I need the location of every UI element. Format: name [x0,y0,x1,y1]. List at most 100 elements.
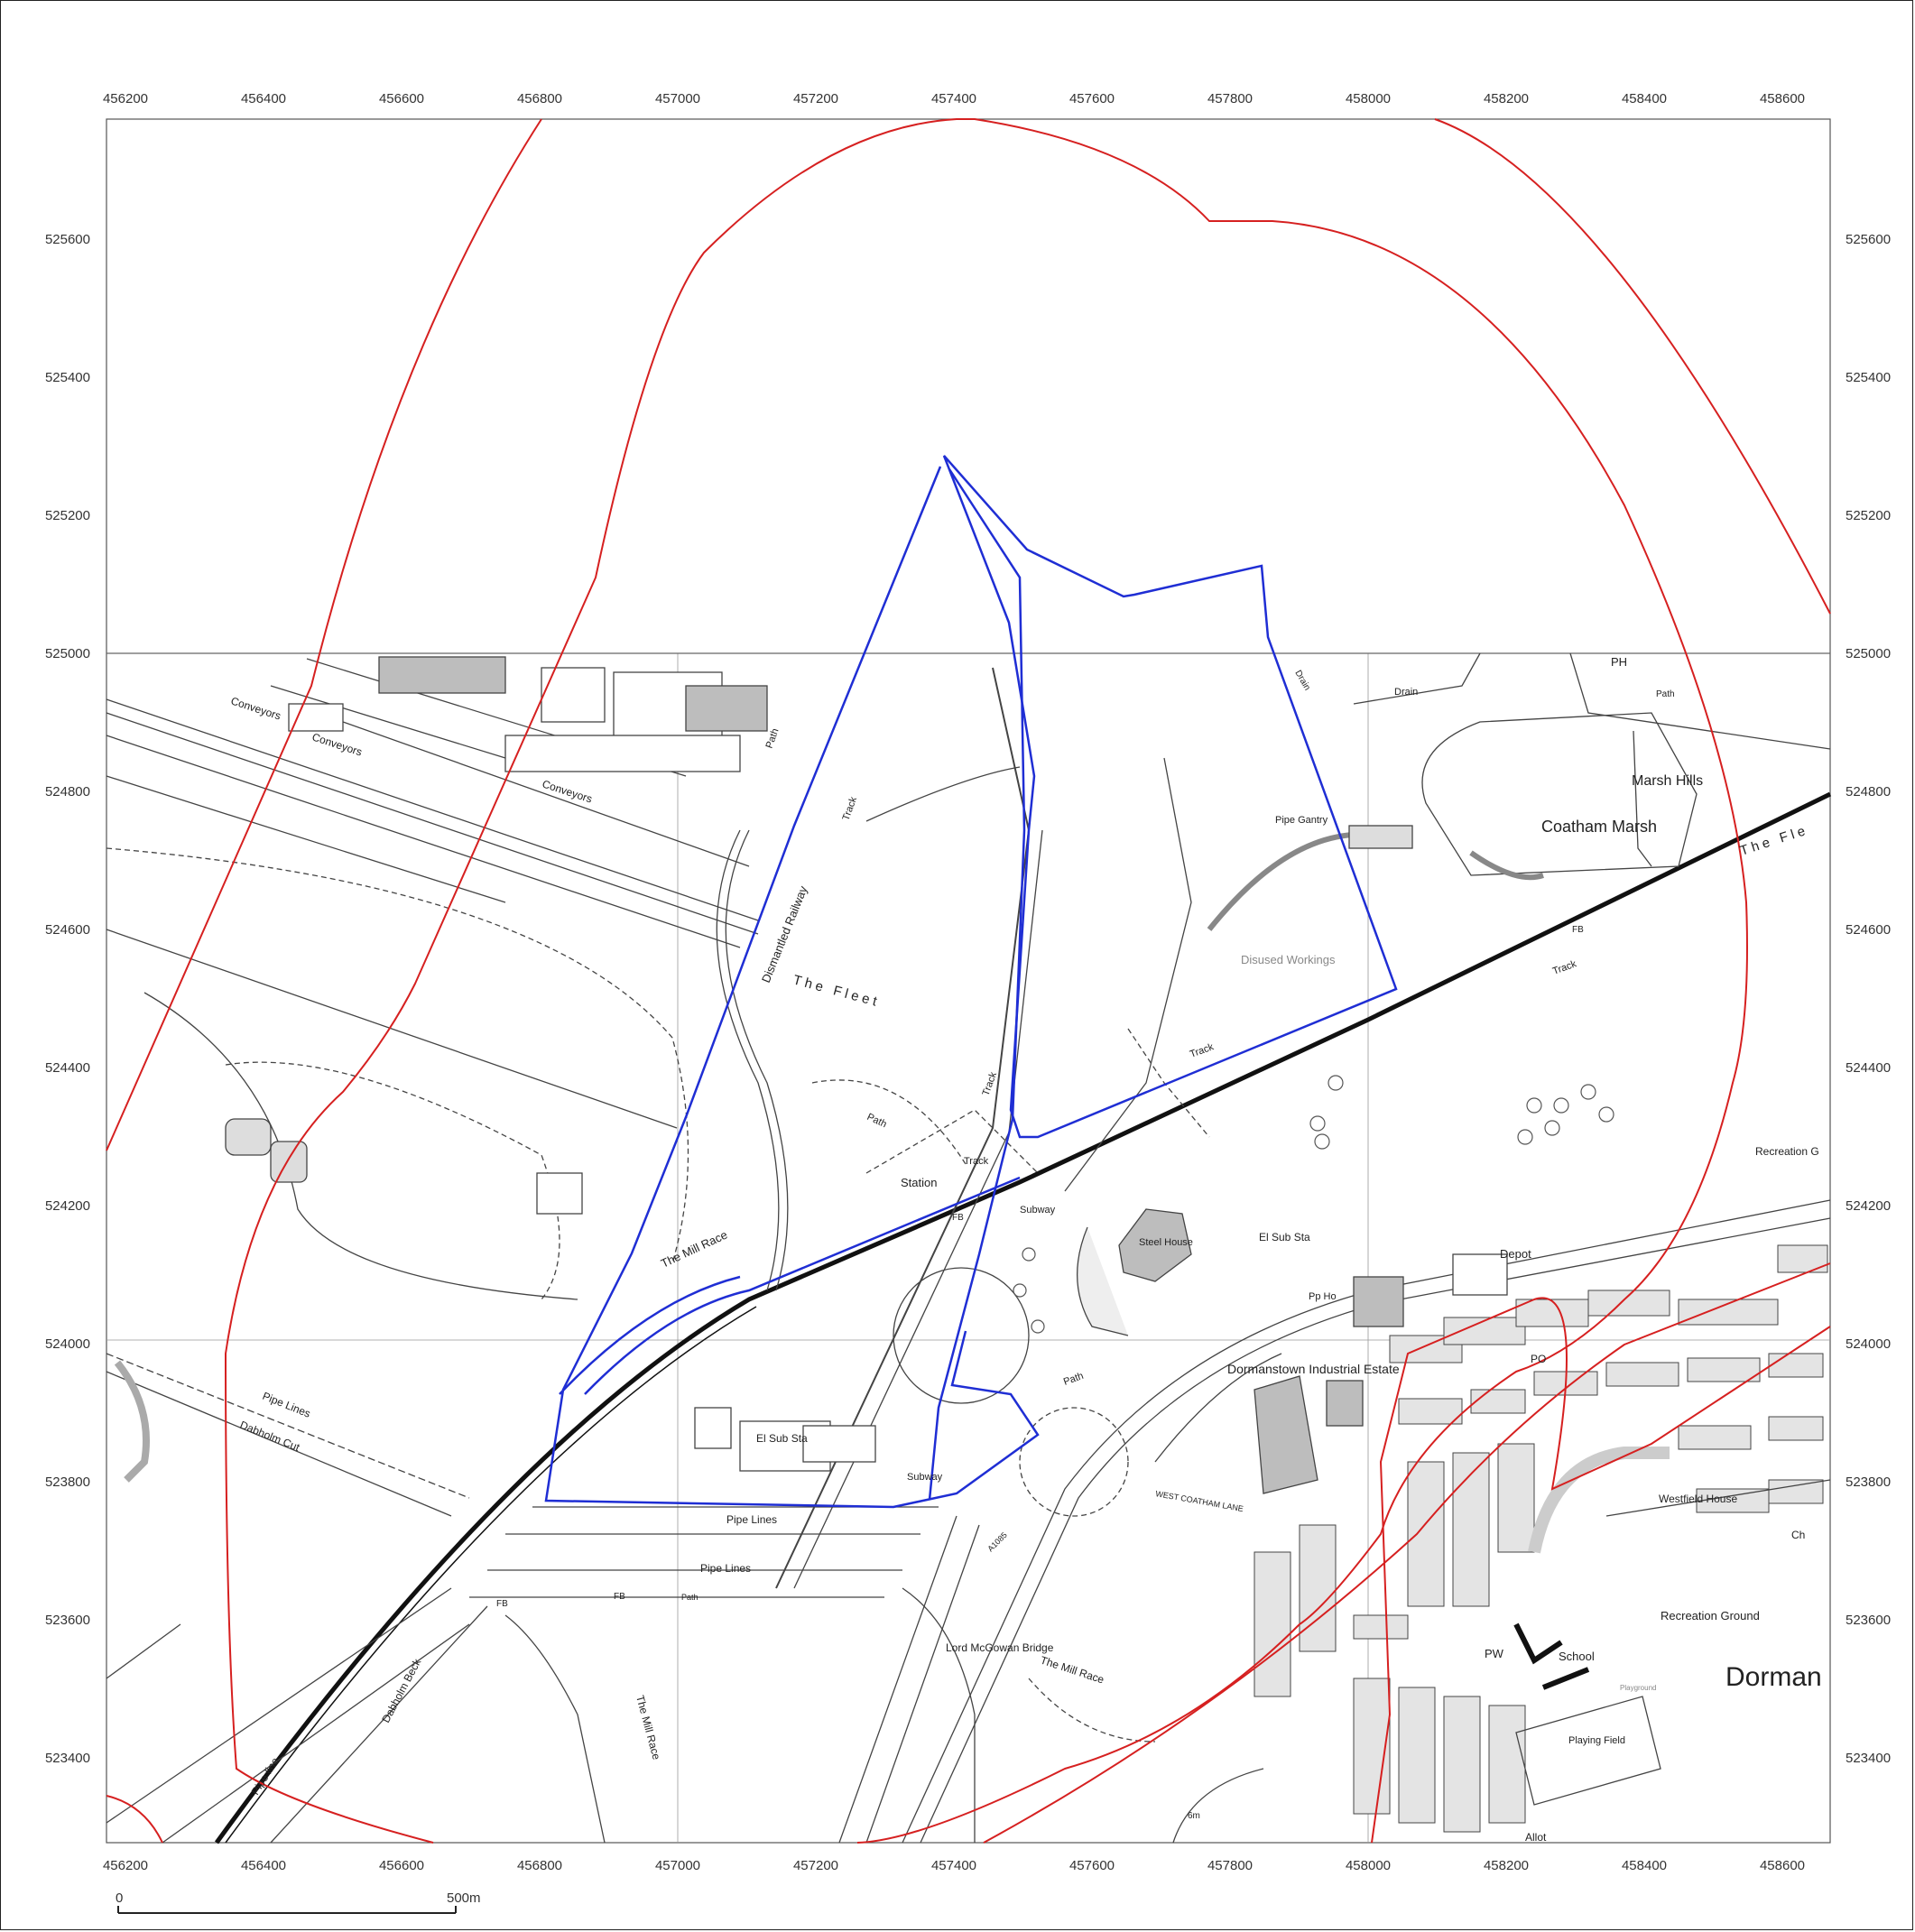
label-track-5: Track [964,1156,989,1167]
easting-label-bottom: 457600 [1069,1858,1115,1873]
label-marsh-hills: Marsh Hills [1632,773,1703,789]
northing-label-left: 524400 [45,1060,90,1076]
northing-label-right: 525600 [1846,232,1891,247]
easting-label-bottom: 458600 [1760,1858,1805,1873]
label-fb-2: FB [952,1213,964,1223]
northing-label-left: 524800 [45,784,90,800]
easting-label-bottom: 458000 [1346,1858,1391,1873]
northing-label-right: 525200 [1846,508,1891,523]
label-subway-1: Subway [1020,1205,1056,1216]
label-el-sub-sta-2: El Sub Sta [756,1432,808,1445]
grid-lines [106,653,1830,1843]
scale-bar-start: 0 [116,1890,123,1906]
easting-label-top: 457400 [931,91,976,106]
label-lord-mcgowan-bridge: Lord McGowan Bridge [946,1641,1054,1654]
northing-label-right: 524000 [1846,1336,1891,1352]
label-drain-2: Drain [1394,687,1418,698]
label-pw: PW [1485,1647,1504,1660]
scale-bar-end: 500m [447,1890,481,1906]
easting-label-top: 456600 [379,91,424,106]
northings-right: 525600 525400 525200 525000 524800 524600 5244… [1846,232,1891,1766]
northing-label-right: 524600 [1846,922,1891,938]
northing-label-right: 523600 [1846,1613,1891,1628]
easting-label-bottom: 456800 [517,1858,562,1873]
label-subway-2: Subway [907,1472,943,1483]
label-station: Station [901,1176,937,1189]
label-allot: Allot [1525,1831,1547,1844]
easting-label-bottom: 457400 [931,1858,976,1873]
label-playground: Playground [1620,1684,1656,1692]
label-recreation-1: Recreation G [1755,1145,1819,1158]
label-el-sub-sta-1: El Sub Sta [1259,1231,1310,1243]
label-ph: PH [1611,655,1627,669]
easting-label-bottom: 458200 [1484,1858,1529,1873]
easting-label-bottom: 456400 [241,1858,286,1873]
easting-label-top: 457600 [1069,91,1115,106]
label-pipe-gantry: Pipe Gantry [1275,815,1328,826]
label-coatham-marsh: Coatham Marsh [1541,818,1657,836]
easting-label-bottom: 456600 [379,1858,424,1873]
northing-label-left: 525000 [45,646,90,661]
label-6m: 6m [1188,1811,1200,1821]
label-recreation-ground: Recreation Ground [1661,1609,1760,1622]
easting-label-top: 457200 [793,91,838,106]
northing-label-left: 524600 [45,922,90,938]
label-dormanstown-industrial-estate: Dormanstown Industrial Estate [1227,1362,1400,1376]
label-playing-field: Playing Field [1568,1735,1625,1746]
northing-label-left: 523600 [45,1613,90,1628]
easting-label-top: 456800 [517,91,562,106]
easting-label-top: 457800 [1207,91,1253,106]
label-path-2: Path [1656,689,1675,699]
northing-label-left: 523800 [45,1474,90,1490]
northing-label-left: 524200 [45,1198,90,1214]
easting-label-bottom: 456200 [103,1858,148,1873]
northing-label-right: 524400 [1846,1060,1891,1076]
easting-label-top: 458000 [1346,91,1391,106]
northing-label-right: 523400 [1846,1751,1891,1766]
label-fb-4: FB [496,1599,508,1609]
northings-left: 525600 525400 525200 525000 524800 524600 5244… [45,232,90,1766]
label-fb-1: FB [1572,925,1584,935]
easting-label-bottom: 457000 [655,1858,700,1873]
northing-label-left: 523400 [45,1751,90,1766]
label-po: PO [1531,1353,1546,1365]
easting-label-bottom: 457800 [1207,1858,1253,1873]
northing-label-right: 525000 [1846,646,1891,661]
label-pipe-lines-2: Pipe Lines [726,1513,777,1526]
northing-label-right: 524200 [1846,1198,1891,1214]
northing-label-right: 524800 [1846,784,1891,800]
eastings-bottom: 456200 456400 456600 456800 457000 457200 4574… [103,1858,1805,1873]
label-school: School [1559,1650,1595,1663]
base-map-detail [106,652,1832,1844]
northing-label-left: 524000 [45,1336,90,1352]
buffer-lines [106,118,1831,1844]
label-dormanstown: Dorman [1725,1662,1822,1692]
label-path-5: Path [681,1593,698,1602]
northing-label-left: 525200 [45,508,90,523]
label-westfield-house: Westfield House [1659,1493,1737,1505]
easting-label-top: 456400 [241,91,286,106]
label-pipe-lines-3: Pipe Lines [700,1562,751,1575]
easting-label-bottom: 457200 [793,1858,838,1873]
northing-label-left: 525600 [45,232,90,247]
label-pp-ho: Pp Ho [1309,1291,1337,1302]
label-steel-house: Steel House [1139,1237,1193,1248]
northing-label-right: 523800 [1846,1474,1891,1490]
label-ch: Ch [1791,1529,1805,1541]
label-disused-workings: Disused Workings [1241,953,1336,966]
easting-label-bottom: 458400 [1622,1858,1667,1873]
easting-label-top: 458200 [1484,91,1529,106]
site-boundary [544,455,1398,1509]
label-fb-3: FB [614,1592,625,1602]
eastings-top: 456200 456400 456600 456800 457000 457200 4574… [103,91,1805,106]
easting-label-top: 458400 [1622,91,1667,106]
label-depot: Depot [1500,1247,1531,1261]
northing-label-right: 525400 [1846,370,1891,385]
map-neatline [106,118,1831,1844]
easting-label-top: 457000 [655,91,700,106]
easting-label-top: 458600 [1760,91,1805,106]
easting-label-top: 456200 [103,91,148,106]
northing-label-left: 525400 [45,370,90,385]
